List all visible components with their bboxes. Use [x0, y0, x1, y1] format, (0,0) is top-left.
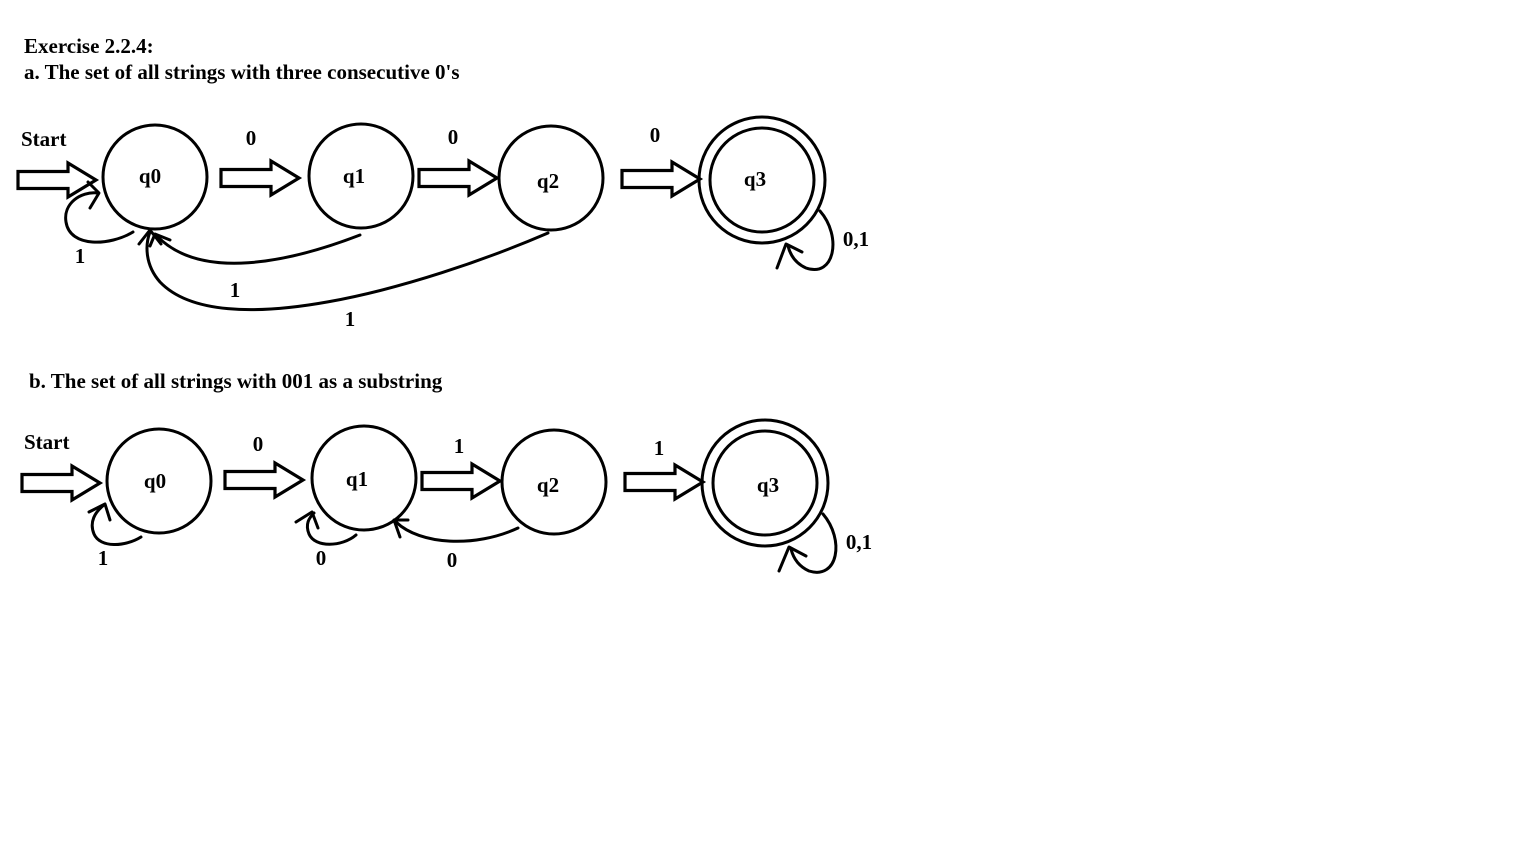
part-b-edge-q2-q1	[392, 518, 520, 543]
state-label: q0	[139, 164, 161, 188]
dfa-part-b: Start q0 q1 q2 q3 0 1	[20, 418, 872, 574]
state-circle	[101, 123, 209, 231]
state-label: q1	[343, 164, 365, 188]
exercise-title: Exercise 2.2.4:	[24, 34, 154, 58]
part-b-arrow-q2-q3	[623, 463, 705, 501]
part-b-label-q0-q1: 0	[253, 432, 264, 456]
state-circle	[497, 124, 605, 232]
part-b-label-q0-self: 1	[98, 546, 109, 570]
part-a-arrow-q2-q3	[620, 160, 702, 198]
part-a-label-q1-q2: 0	[448, 125, 459, 149]
part-a-edge-q2-q0	[137, 228, 550, 312]
part-b-label-q2-q1: 0	[447, 548, 458, 572]
part-a-label-q0-q1: 0	[246, 126, 257, 150]
state-circle	[500, 428, 608, 536]
state-circle	[307, 122, 415, 230]
state-label: q3	[757, 473, 779, 497]
state-label: q2	[537, 473, 559, 497]
part-b-start-label: Start	[24, 430, 70, 454]
part-a-label-q1-q0: 1	[230, 278, 241, 302]
part-b-state-q2: q2	[500, 428, 608, 536]
part-a-loop-q0	[64, 180, 135, 244]
part-b-label-q2-q3: 1	[654, 436, 665, 460]
part-a-arrow-q1-q2	[417, 159, 499, 197]
part-b-arrow-q1-q2	[420, 462, 502, 500]
part-a-title: a. The set of all strings with three con…	[24, 60, 460, 84]
dfa-part-a: Start q0 q1 q2 q3 0 0	[16, 115, 869, 331]
part-b-state-q3-accepting: q3	[700, 418, 830, 548]
part-b-title: b. The set of all strings with 001 as a …	[29, 369, 443, 393]
part-b-loop-q1	[294, 510, 358, 546]
part-a-arrow-q0-q1	[219, 159, 301, 197]
state-circle	[105, 427, 213, 535]
part-a-state-q2: q2	[497, 124, 605, 232]
part-a-start-label: Start	[21, 127, 67, 151]
state-label: q0	[144, 469, 166, 493]
part-b-loop-q3	[777, 512, 838, 574]
part-a-state-q0: q0	[101, 123, 209, 231]
part-b-state-q1: q1	[310, 424, 418, 532]
part-b-label-q1-self: 0	[316, 546, 327, 570]
part-b-state-q0: q0	[105, 427, 213, 535]
state-label: q3	[744, 167, 766, 191]
state-label: q2	[537, 169, 559, 193]
inner-circle	[708, 126, 816, 234]
part-a-label-q3-self: 0,1	[843, 227, 869, 251]
part-a-state-q3-accepting: q3	[697, 115, 827, 245]
part-a-loop-q3	[775, 209, 835, 271]
part-b-label-q3-self: 0,1	[846, 530, 872, 554]
part-a-label-q2-q0: 1	[345, 307, 356, 331]
part-b-loop-q0	[87, 502, 143, 546]
part-a-edge-q1-q0	[148, 232, 362, 265]
state-circle	[310, 424, 418, 532]
inner-circle	[711, 429, 819, 537]
part-a-state-q1: q1	[307, 122, 415, 230]
part-a-label-q0-self: 1	[75, 244, 86, 268]
state-label: q1	[346, 467, 368, 491]
part-a-label-q2-q3: 0	[650, 123, 661, 147]
part-a-start-arrow	[16, 161, 98, 199]
part-b-arrow-q0-q1	[223, 461, 305, 499]
part-b-label-q1-q2: 1	[454, 434, 465, 458]
part-b-start-arrow	[20, 464, 102, 502]
